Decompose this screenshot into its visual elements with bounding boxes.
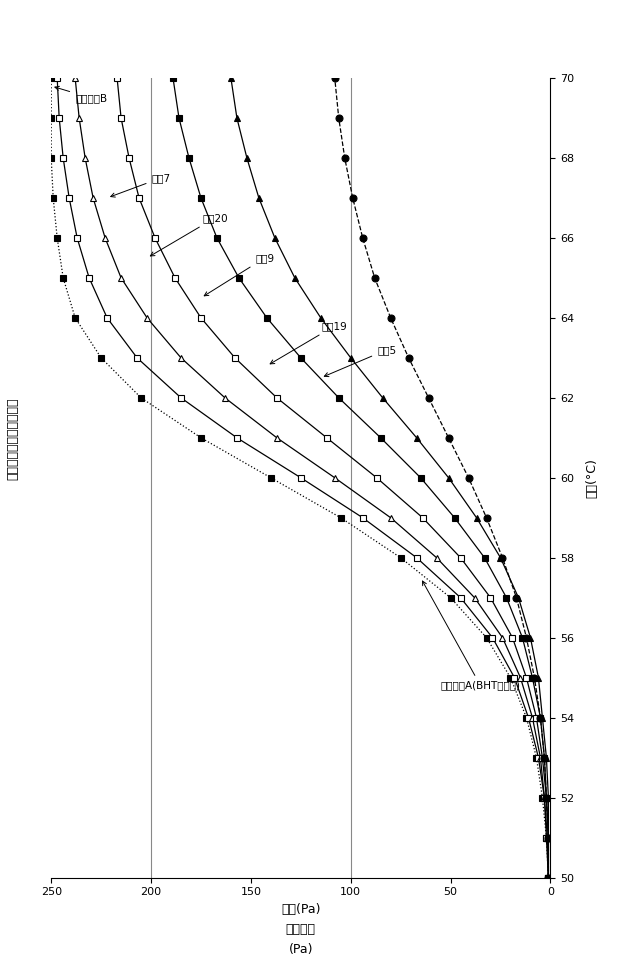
Text: (Pa): (Pa) [289,943,313,956]
Text: 粘度粘度: 粘度粘度 [286,923,316,936]
Text: 製剤7: 製剤7 [111,173,171,197]
Text: 製剤9: 製剤9 [204,253,275,295]
Text: 製剤20: 製剤20 [150,213,228,255]
Text: 製剤5: 製剤5 [324,345,396,376]
Text: 参照製剤B: 参照製剤B [55,87,107,103]
Y-axis label: 温度(°C): 温度(°C) [586,458,598,497]
Text: 製剤19: 製剤19 [270,321,348,364]
Text: ブレンド製剤の温度掃引: ブレンド製剤の温度掃引 [6,398,19,480]
Text: 参照製剤A(BHTを含む): 参照製剤A(BHTを含む) [422,581,520,690]
X-axis label: 粘度(Pa): 粘度(Pa) [281,903,321,916]
